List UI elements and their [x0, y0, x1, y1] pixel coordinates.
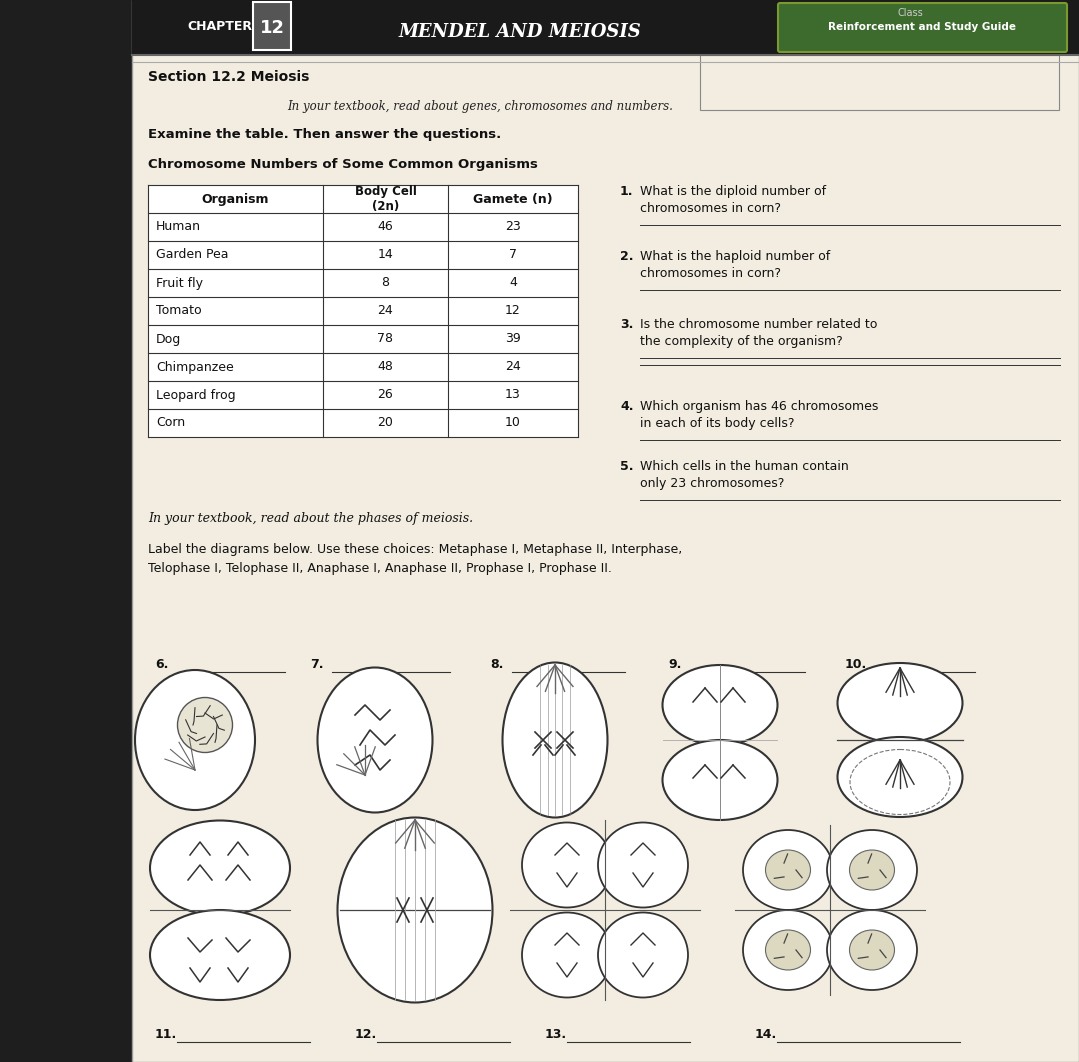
Text: 46: 46 — [378, 221, 394, 234]
Text: 13: 13 — [505, 389, 521, 401]
Ellipse shape — [598, 912, 688, 997]
Text: 12: 12 — [505, 305, 521, 318]
Text: 2.: 2. — [620, 250, 633, 263]
Text: 9.: 9. — [668, 658, 681, 671]
Text: 10: 10 — [505, 416, 521, 429]
Ellipse shape — [837, 737, 962, 817]
Text: Fruit fly: Fruit fly — [156, 276, 203, 290]
Text: 8.: 8. — [490, 658, 504, 671]
Text: 23: 23 — [505, 221, 521, 234]
Text: Is the chromosome number related to
the complexity of the organism?: Is the chromosome number related to the … — [640, 318, 877, 348]
Ellipse shape — [743, 910, 833, 990]
Text: 26: 26 — [378, 389, 394, 401]
Text: Label the diagrams below. Use these choices: Metaphase I, Metaphase II, Interpha: Label the diagrams below. Use these choi… — [148, 543, 682, 556]
Text: Body Cell
(2n): Body Cell (2n) — [355, 185, 416, 213]
Text: Dog: Dog — [156, 332, 181, 345]
Text: Section 12.2 Meiosis: Section 12.2 Meiosis — [148, 70, 310, 84]
Bar — [132, 0, 1079, 55]
Text: Human: Human — [156, 221, 201, 234]
Text: 5.: 5. — [620, 460, 633, 473]
Text: 3.: 3. — [620, 318, 633, 331]
Text: 8: 8 — [382, 276, 390, 290]
Ellipse shape — [663, 740, 778, 820]
Text: Tomato: Tomato — [156, 305, 202, 318]
Text: In your textbook, read about the phases of meiosis.: In your textbook, read about the phases … — [148, 512, 473, 525]
Ellipse shape — [743, 830, 833, 910]
Text: What is the diploid number of
chromosomes in corn?: What is the diploid number of chromosome… — [640, 185, 827, 215]
Text: 1.: 1. — [620, 185, 633, 198]
Ellipse shape — [827, 910, 917, 990]
Text: 24: 24 — [505, 360, 521, 374]
Ellipse shape — [827, 830, 917, 910]
Ellipse shape — [150, 821, 290, 915]
Text: 24: 24 — [378, 305, 394, 318]
Text: 7: 7 — [509, 249, 517, 261]
Text: 6.: 6. — [155, 658, 168, 671]
Bar — [252, 2, 291, 50]
Text: 12: 12 — [260, 19, 285, 37]
Ellipse shape — [663, 665, 778, 746]
Text: Leopard frog: Leopard frog — [156, 389, 235, 401]
Text: 11.: 11. — [155, 1028, 177, 1041]
Text: What is the haploid number of
chromosomes in corn?: What is the haploid number of chromosome… — [640, 250, 830, 280]
Ellipse shape — [317, 668, 433, 812]
Text: 20: 20 — [378, 416, 394, 429]
Bar — [132, 0, 1079, 1062]
Bar — [700, 55, 1058, 110]
Text: Chromosome Numbers of Some Common Organisms: Chromosome Numbers of Some Common Organi… — [148, 158, 537, 171]
Ellipse shape — [135, 670, 255, 810]
Ellipse shape — [178, 698, 232, 753]
Text: Corn: Corn — [156, 416, 186, 429]
Text: Garden Pea: Garden Pea — [156, 249, 229, 261]
Text: Chimpanzee: Chimpanzee — [156, 360, 234, 374]
Text: Gamete (n): Gamete (n) — [474, 192, 552, 206]
Text: 14: 14 — [378, 249, 394, 261]
Text: Class: Class — [897, 8, 923, 18]
Text: 39: 39 — [505, 332, 521, 345]
Ellipse shape — [522, 912, 612, 997]
Text: 13.: 13. — [545, 1028, 568, 1041]
Text: In your textbook, read about genes, chromosomes and numbers.: In your textbook, read about genes, chro… — [287, 100, 673, 113]
Ellipse shape — [849, 850, 894, 890]
Ellipse shape — [150, 910, 290, 1000]
Text: Which cells in the human contain
only 23 chromosomes?: Which cells in the human contain only 23… — [640, 460, 849, 490]
Text: 10.: 10. — [845, 658, 868, 671]
FancyBboxPatch shape — [778, 3, 1067, 52]
Ellipse shape — [849, 930, 894, 970]
Text: Telophase I, Telophase II, Anaphase I, Anaphase II, Prophase I, Prophase II.: Telophase I, Telophase II, Anaphase I, A… — [148, 562, 612, 575]
Text: Reinforcement and Study Guide: Reinforcement and Study Guide — [828, 22, 1016, 32]
Text: 78: 78 — [378, 332, 394, 345]
Text: 12.: 12. — [355, 1028, 378, 1041]
Ellipse shape — [765, 930, 810, 970]
Ellipse shape — [338, 818, 492, 1003]
Text: Which organism has 46 chromosomes
in each of its body cells?: Which organism has 46 chromosomes in eac… — [640, 400, 878, 430]
Text: Examine the table. Then answer the questions.: Examine the table. Then answer the quest… — [148, 129, 502, 141]
Text: Organism: Organism — [202, 192, 270, 206]
Text: 14.: 14. — [755, 1028, 777, 1041]
Text: MENDEL AND MEIOSIS: MENDEL AND MEIOSIS — [398, 23, 641, 41]
Ellipse shape — [598, 822, 688, 908]
Text: 48: 48 — [378, 360, 394, 374]
Text: CHAPTER: CHAPTER — [188, 20, 252, 33]
Text: 7.: 7. — [310, 658, 324, 671]
Text: 4.: 4. — [620, 400, 633, 413]
Text: 4: 4 — [509, 276, 517, 290]
Ellipse shape — [503, 663, 607, 818]
Ellipse shape — [837, 663, 962, 743]
Ellipse shape — [522, 822, 612, 908]
Bar — [148, 185, 578, 436]
Ellipse shape — [765, 850, 810, 890]
